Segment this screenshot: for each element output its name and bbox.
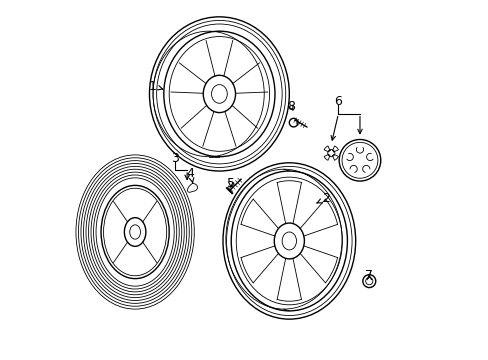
Text: 1: 1 [149,80,163,93]
Text: 8: 8 [286,100,295,113]
Text: 3: 3 [170,152,178,165]
Text: 4: 4 [186,167,194,183]
Text: 6: 6 [334,95,342,108]
Text: 5: 5 [226,177,234,190]
Text: 7: 7 [365,269,372,282]
Text: 2: 2 [316,192,329,205]
